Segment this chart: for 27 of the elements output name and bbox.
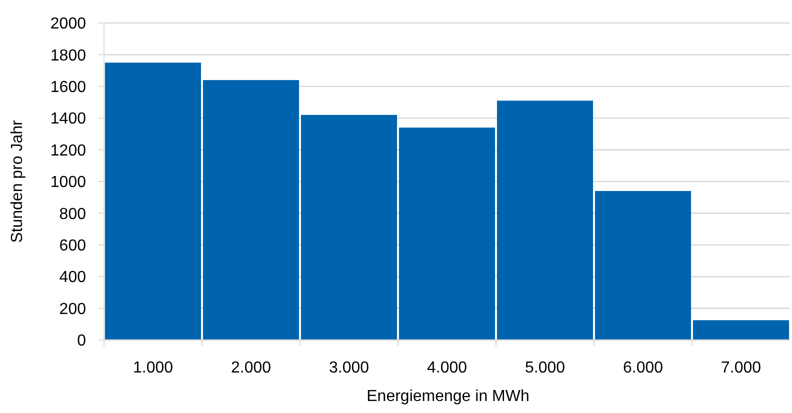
bar xyxy=(202,80,300,340)
y-tick-label: 1800 xyxy=(50,47,86,64)
x-tick-label: 6.000 xyxy=(622,360,664,377)
bar xyxy=(594,191,692,340)
bar xyxy=(496,100,594,340)
bar xyxy=(398,128,496,340)
x-tick-label: 5.000 xyxy=(524,360,566,377)
y-tick-label: 200 xyxy=(59,300,86,318)
y-axis-title: Stunden pro Jahr xyxy=(9,119,26,243)
x-tick-label: 1.000 xyxy=(132,360,174,377)
y-tick-label: 800 xyxy=(59,206,86,223)
y-tick-label: 600 xyxy=(59,238,86,254)
x-tick-label: 7.000 xyxy=(720,360,762,377)
bar xyxy=(300,114,398,340)
x-tick-label: 3.000 xyxy=(328,360,370,377)
bar xyxy=(692,320,790,340)
x-tick-label: 2.000 xyxy=(230,360,272,377)
y-tick-label: 1000 xyxy=(50,174,86,192)
y-tick-label: 2000 xyxy=(50,16,86,33)
bar xyxy=(104,62,202,340)
y-tick-label: 1600 xyxy=(50,79,86,96)
x-axis-title: Energiemenge in MWh xyxy=(366,388,530,405)
y-tick-label: 400 xyxy=(59,269,86,286)
y-tick-label: 1400 xyxy=(50,110,86,128)
x-tick-label: 4.000 xyxy=(426,360,468,377)
y-tick-label: 0 xyxy=(77,332,86,350)
y-tick-label: 1200 xyxy=(50,142,86,160)
